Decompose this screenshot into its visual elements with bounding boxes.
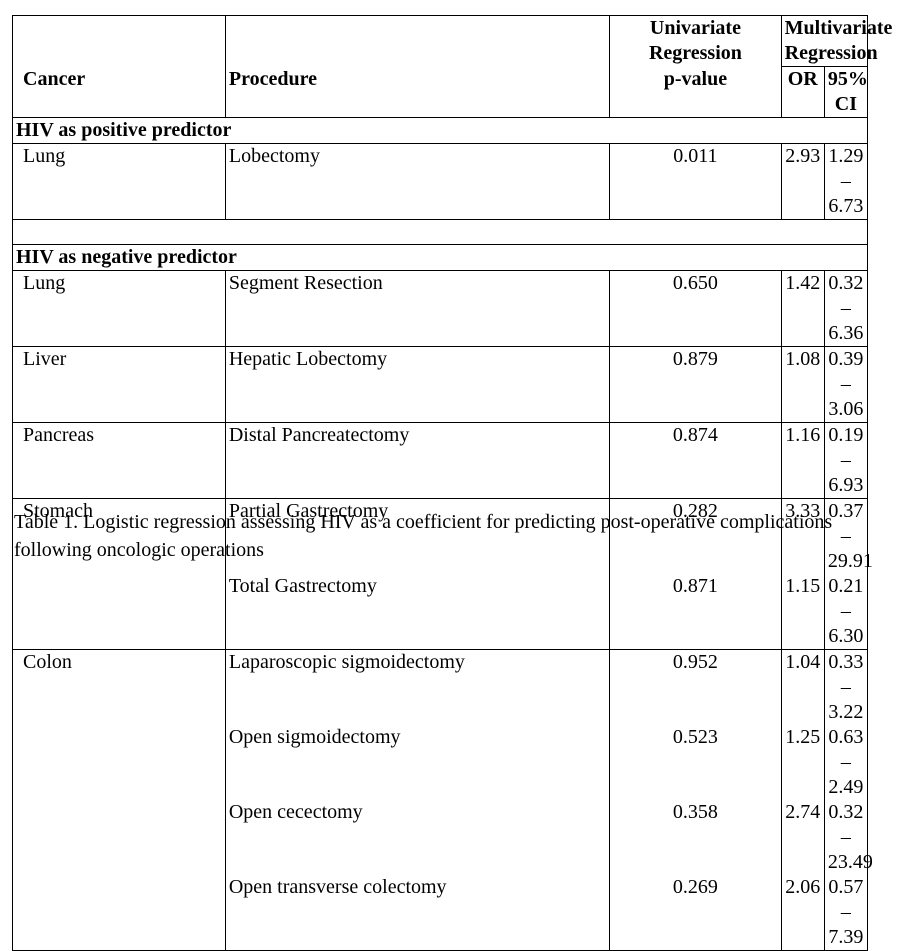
cell-ci: 0.19 – 6.93	[823, 422, 869, 499]
cell-or: 2.06	[780, 875, 825, 951]
cell-or: 1.08	[780, 346, 825, 423]
cell-pvalue: 0.358	[609, 800, 782, 875]
cell-or: 2.74	[780, 800, 825, 875]
table-row: Lung Lobectomy 0.011 2.93 1.29 – 6.73	[12, 143, 869, 220]
cell-ci: 0.33 – 3.22	[823, 649, 869, 725]
table-row: Open sigmoidectomy 0.523 1.25 0.63 – 2.49	[12, 725, 869, 800]
cell-or: 1.04	[780, 649, 825, 725]
cell-pvalue: 0.269	[609, 875, 782, 951]
table-row: Stomach Partial Gastrectomy 0.282 3.33 0.37 …	[12, 498, 873, 574]
table-caption: Table 1. Logistic regression assessing H…	[14, 511, 833, 561]
header-univariate: Univariate Regression	[609, 15, 782, 67]
cell-ci: 0.21 – 6.30	[823, 574, 869, 650]
cell-or: 3.33	[780, 498, 825, 574]
cell-procedure: Open transverse colectomy	[224, 875, 611, 951]
table-row: Open cecectomy 0.358 2.74 0.32 – 23.49	[12, 800, 873, 875]
header-procedure-top	[224, 15, 611, 67]
section-positive-label: HIV as positive predictor	[12, 117, 868, 144]
cell-procedure: Partial Gastrectomy	[224, 498, 611, 574]
cell-ci: 1.29 – 6.73	[823, 143, 869, 220]
multivariate-label: Multivariate Regression	[784, 17, 893, 64]
cell-cancer	[12, 875, 226, 951]
cell-procedure: Total Gastrectomy	[224, 574, 611, 650]
cell-or: 1.42	[780, 270, 825, 347]
cell-cancer	[12, 800, 226, 875]
table-row: Pancreas Distal Pancreatectomy 0.874 1.16 0.…	[12, 422, 869, 499]
header-row-columns: Cancer Procedure p-value OR 95% CI	[12, 66, 869, 118]
spacer-row	[12, 219, 868, 245]
cell-pvalue: 0.523	[609, 725, 782, 800]
cell-pvalue: 0.879	[609, 346, 782, 423]
cell-procedure: Distal Pancreatectomy	[224, 422, 611, 499]
cell-cancer: Colon	[12, 649, 226, 725]
cell-or: 2.93	[780, 143, 825, 220]
column-header-cancer: Cancer	[12, 66, 226, 118]
cell-procedure: Open cecectomy	[224, 800, 611, 875]
cell-cancer	[12, 574, 226, 650]
column-header-procedure: Procedure	[224, 66, 611, 118]
header-multivariate: Multivariate Regression	[780, 15, 893, 67]
table-row: Open transverse colectomy 0.269 2.06 0.57 –…	[12, 875, 869, 951]
spacer-cell	[12, 219, 868, 245]
cell-pvalue: 0.282	[609, 498, 782, 574]
cell-procedure: Hepatic Lobectomy	[224, 346, 611, 423]
table-row: Liver Hepatic Lobectomy 0.879 1.08 0.39 – 3.…	[12, 346, 869, 423]
cell-ci: 0.32 – 6.36	[823, 270, 869, 347]
header-cancer-top	[12, 15, 226, 67]
table-row: Colon Laparoscopic sigmoidectomy 0.952 1.04…	[12, 649, 869, 725]
cell-cancer	[12, 725, 226, 800]
cell-pvalue: 0.871	[609, 574, 782, 650]
univariate-label: Univariate Regression	[648, 17, 742, 64]
cell-cancer: Stomach	[12, 498, 226, 574]
cell-cancer: Lung	[12, 143, 226, 220]
cell-cancer: Pancreas	[12, 422, 226, 499]
cell-ci: 0.63 – 2.49	[823, 725, 869, 800]
cell-procedure: Open sigmoidectomy	[224, 725, 611, 800]
table-row: Total Gastrectomy 0.871 1.15 0.21 – 6.30	[12, 574, 869, 650]
section-positive: HIV as positive predictor	[12, 117, 868, 144]
cell-pvalue: 0.011	[609, 143, 782, 220]
header-row-groups: Univariate Regression Multivariate Regre…	[12, 15, 893, 67]
cell-or: 1.16	[780, 422, 825, 499]
cell-ci: 0.57 – 7.39	[823, 875, 869, 951]
cell-or: 1.15	[780, 574, 825, 650]
section-negative-label: HIV as negative predictor	[12, 244, 868, 271]
cell-or: 1.25	[780, 725, 825, 800]
cell-procedure: Laparoscopic sigmoidectomy	[224, 649, 611, 725]
table-row: Lung Segment Resection 0.650 1.42 0.32 – 6.3…	[12, 270, 869, 347]
column-header-ci: 95% CI	[823, 66, 869, 118]
regression-table: Univariate Regression Multivariate Regre…	[12, 15, 893, 951]
cell-procedure: Segment Resection	[224, 270, 611, 347]
section-negative: HIV as negative predictor	[12, 244, 868, 271]
cell-cancer: Liver	[12, 346, 226, 423]
column-header-or: OR	[780, 66, 825, 118]
cell-pvalue: 0.650	[609, 270, 782, 347]
cell-ci: 0.32 – 23.49	[823, 800, 873, 875]
cell-ci: 0.37 – 29.91	[823, 498, 873, 574]
column-header-pvalue: p-value	[609, 66, 782, 118]
cell-ci: 0.39 – 3.06	[823, 346, 869, 423]
cell-cancer: Lung	[12, 270, 226, 347]
cell-procedure: Lobectomy	[224, 143, 611, 220]
cell-pvalue: 0.952	[609, 649, 782, 725]
cell-pvalue: 0.874	[609, 422, 782, 499]
